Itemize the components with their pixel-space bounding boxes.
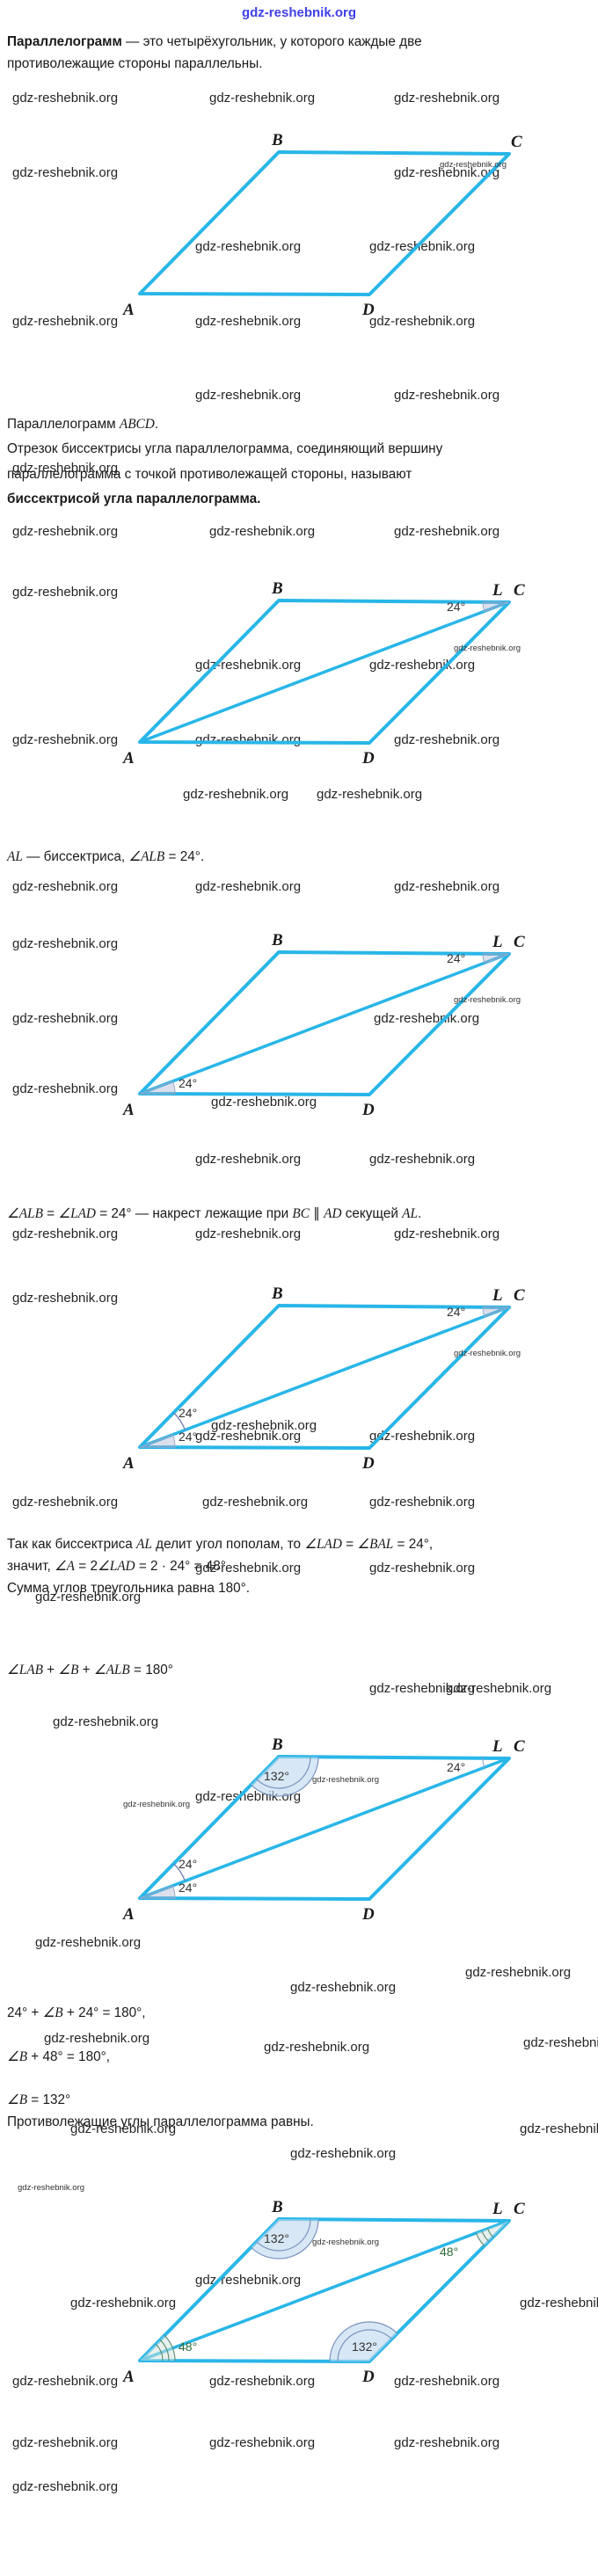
svg-text:D: D [361,1454,375,1473]
svg-text:C: C [511,133,522,151]
svg-text:C: C [514,1286,525,1305]
svg-text:24°: 24° [179,1076,197,1090]
svg-text:gdz-reshebnik.org: gdz-reshebnik.org [312,1775,379,1785]
svg-text:gdz-reshebnik.org: gdz-reshebnik.org [123,1800,190,1809]
svg-text:A: A [122,1454,135,1473]
svg-text:C: C [514,933,525,951]
svg-text:L: L [492,2200,503,2218]
svg-text:A: A [122,749,135,768]
svg-text:C: C [514,2200,525,2218]
svg-text:24°: 24° [447,1305,465,1319]
svg-text:B: B [271,579,283,598]
svg-text:D: D [361,301,375,319]
svg-text:L: L [492,933,503,951]
svg-text:24°: 24° [447,600,465,614]
svg-text:D: D [361,1905,375,1924]
svg-text:B: B [271,1284,283,1303]
svg-text:D: D [361,2368,375,2386]
svg-text:gdz-reshebnik.org: gdz-reshebnik.org [454,995,521,1005]
svg-text:132°: 132° [264,2231,289,2245]
svg-text:24°: 24° [179,1881,197,1895]
svg-text:D: D [361,1101,375,1119]
svg-text:gdz-reshebnik.org: gdz-reshebnik.org [312,2238,379,2247]
svg-text:gdz-reshebnik.org: gdz-reshebnik.org [454,1349,521,1358]
svg-text:C: C [514,581,525,600]
svg-text:24°: 24° [179,1857,197,1871]
svg-text:24°: 24° [447,1760,465,1774]
svg-text:48°: 48° [179,2340,197,2354]
svg-text:B: B [271,2198,283,2216]
svg-text:gdz-reshebnik.org: gdz-reshebnik.org [454,644,521,653]
svg-text:A: A [122,301,135,319]
svg-text:A: A [122,1905,135,1924]
svg-text:B: B [271,1736,283,1754]
svg-text:24°: 24° [447,951,465,965]
svg-text:D: D [361,749,375,768]
svg-text:B: B [271,931,283,950]
svg-text:B: B [271,131,283,149]
svg-text:24°: 24° [179,1406,197,1420]
svg-text:24°: 24° [179,1430,197,1444]
svg-text:L: L [492,1737,503,1756]
svg-text:132°: 132° [352,2340,377,2354]
svg-text:L: L [492,1286,503,1305]
svg-text:gdz-reshebnik.org: gdz-reshebnik.org [440,160,507,170]
svg-text:C: C [514,1737,525,1756]
svg-text:132°: 132° [264,1769,289,1783]
svg-text:A: A [122,2368,135,2386]
svg-text:L: L [492,581,503,600]
svg-text:gdz-reshebnik.org: gdz-reshebnik.org [18,2183,84,2193]
svg-text:A: A [122,1101,135,1119]
svg-text:48°: 48° [440,2245,458,2259]
